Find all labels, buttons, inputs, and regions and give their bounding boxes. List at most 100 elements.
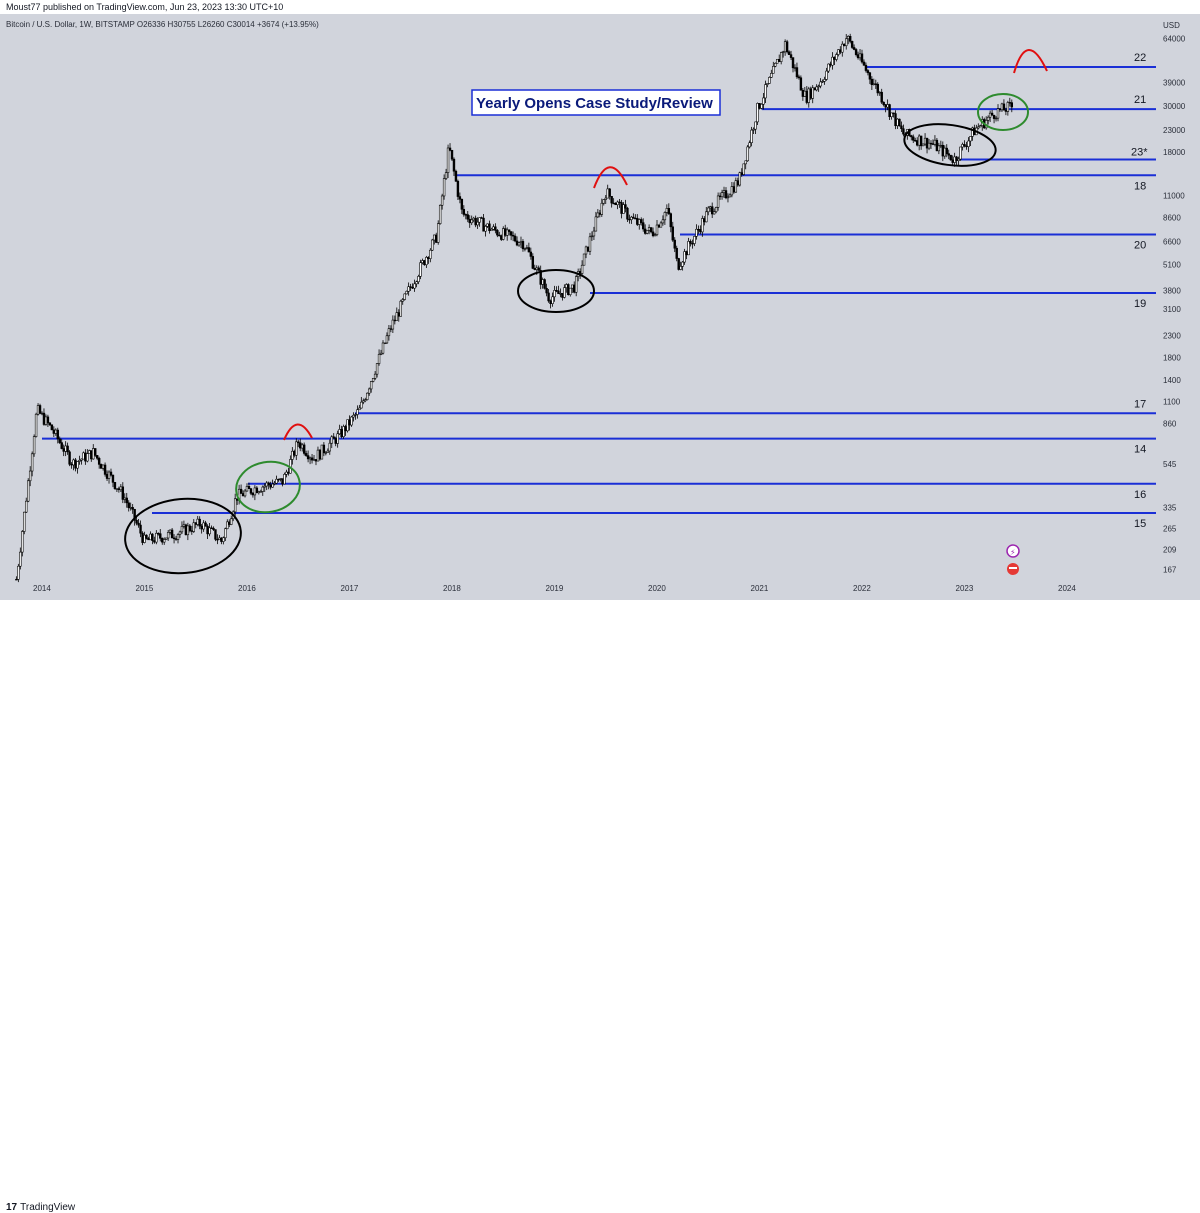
candle-body <box>955 156 958 161</box>
candle-body <box>184 524 188 536</box>
candle-body <box>419 262 422 277</box>
year-open-label: 17 <box>1134 398 1146 410</box>
candle-body <box>718 195 722 198</box>
candle-body <box>233 498 237 513</box>
candle-body <box>774 62 777 67</box>
candle-body <box>884 104 887 108</box>
candle-body <box>431 239 434 251</box>
candle-body <box>900 125 903 130</box>
year-open-label: 18 <box>1134 180 1146 192</box>
candle-body <box>460 198 464 210</box>
candle-body <box>612 202 615 205</box>
candle-body <box>429 249 432 259</box>
publish-bar: Moust77 published on TradingView.com, Ju… <box>0 0 1200 14</box>
candle-body <box>391 319 395 330</box>
candle-body <box>32 436 36 455</box>
candle-body <box>645 230 649 234</box>
candle-body <box>352 414 355 418</box>
candle-body <box>324 452 328 454</box>
candle-body <box>283 474 286 485</box>
candle-body <box>519 241 523 243</box>
candle-body <box>716 195 720 208</box>
candle-body <box>464 214 467 216</box>
candle-body <box>295 441 298 456</box>
candle-body <box>539 270 542 285</box>
candle-body <box>125 497 128 504</box>
y-tick-label: 3100 <box>1163 305 1181 314</box>
candle-body <box>350 416 353 426</box>
candle-body <box>618 201 621 204</box>
candle-body <box>533 268 536 270</box>
candle-body <box>425 257 428 266</box>
candle-body <box>186 525 190 536</box>
y-tick-label: 209 <box>1163 546 1177 555</box>
candle-body <box>923 137 927 145</box>
price-chart[interactable]: 465042229020211649623*138321871212037011… <box>0 0 1200 600</box>
candle-body <box>543 279 546 289</box>
candle-body <box>527 247 531 253</box>
candle-body <box>817 85 820 88</box>
candle-body <box>174 538 178 540</box>
candle-body <box>155 532 158 543</box>
candle-body <box>462 209 466 215</box>
candle-body <box>803 90 807 97</box>
candle-body <box>902 128 905 135</box>
candle-body <box>636 217 639 225</box>
candle-body <box>403 293 406 300</box>
candle-body <box>663 212 667 221</box>
candle-body <box>638 219 641 225</box>
candle-body <box>563 287 566 298</box>
candle-body <box>38 405 42 414</box>
candle-body <box>990 112 994 116</box>
candle-body <box>701 218 704 233</box>
candle-body <box>854 49 858 55</box>
candle-body <box>139 524 142 534</box>
candle-body <box>787 51 791 55</box>
candle-body <box>643 228 647 234</box>
candle-body <box>632 216 635 219</box>
candle-body <box>689 241 692 244</box>
candle-body <box>531 256 535 269</box>
candle-body <box>998 108 1002 111</box>
candle-body <box>529 251 533 257</box>
candle-body <box>297 441 300 444</box>
x-tick-label: 2020 <box>648 584 666 593</box>
candle-body <box>212 527 215 530</box>
candle-body <box>557 290 560 294</box>
candle-body <box>578 271 582 274</box>
candle-body <box>705 211 708 223</box>
candle-body <box>80 458 83 461</box>
tradingview-logo[interactable]: 17 TradingView <box>6 1202 76 1213</box>
candle-body <box>850 41 854 48</box>
candle-body <box>54 429 57 434</box>
candle-body <box>64 445 67 452</box>
x-tick-label: 2019 <box>546 584 564 593</box>
candle-body <box>545 287 548 294</box>
candle-body <box>523 248 527 250</box>
candle-body <box>196 518 199 525</box>
candle-body <box>949 154 952 161</box>
candle-body <box>68 451 71 465</box>
candle-body <box>748 142 751 148</box>
candle-body <box>602 199 605 204</box>
candle-body <box>291 450 294 460</box>
candle-body <box>793 67 797 69</box>
candle-body <box>113 482 117 490</box>
candle-body <box>364 399 367 402</box>
year-open-label: 22 <box>1134 52 1146 64</box>
candle-body <box>734 180 738 193</box>
candle-body <box>515 240 519 246</box>
candle-body <box>992 114 996 119</box>
candle-body <box>46 416 50 424</box>
candle-body <box>285 471 288 475</box>
black-circle-2015 <box>124 497 242 575</box>
candle-body <box>385 335 389 344</box>
y-tick-label: 18000 <box>1163 148 1186 157</box>
candle-body <box>300 444 304 449</box>
candle-body <box>582 253 586 266</box>
y-tick-label: 167 <box>1163 566 1177 575</box>
candle-body <box>261 486 264 492</box>
y-tick-label: 1800 <box>1163 353 1181 362</box>
candle-body <box>551 296 554 304</box>
candle-body <box>720 192 724 198</box>
